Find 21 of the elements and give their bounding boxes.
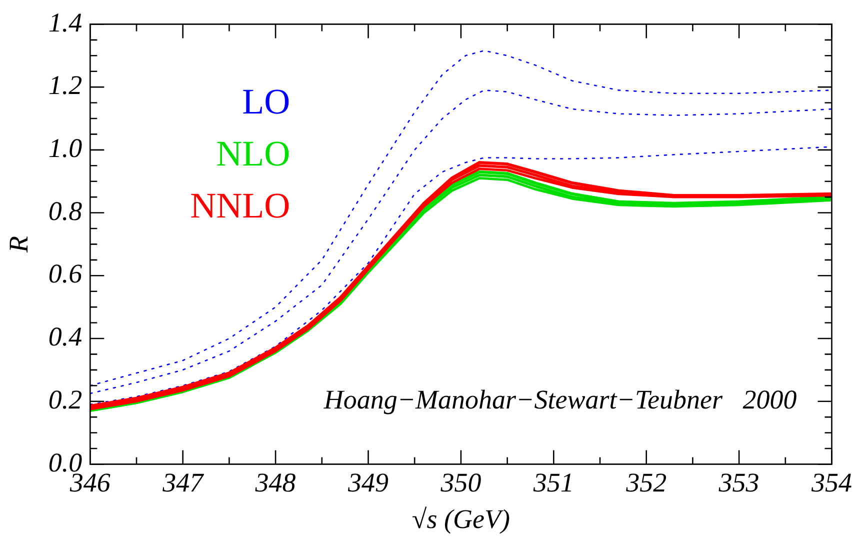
y-tick-label: 1.4	[48, 7, 82, 38]
x-tick-label: 352	[625, 467, 667, 498]
y-tick-label: 0.2	[48, 384, 82, 414]
text: NLO	[216, 134, 290, 174]
x-axis-title: √s (GeV)	[412, 504, 510, 534]
x-tick-label: 353	[718, 467, 760, 498]
x-tick-label: 347	[162, 467, 205, 498]
y-axis-title: R	[3, 235, 34, 254]
x-tick-label: 350	[440, 467, 482, 498]
y-tick-label: 1.0	[48, 133, 83, 164]
y-tick-label: 0.8	[48, 196, 83, 226]
text: LO	[242, 82, 290, 122]
x-tick-label: 351	[532, 467, 574, 498]
x-tick-label: 348	[254, 467, 296, 498]
annotation: Hoang−Manohar−Stewart−Teubner 2000	[322, 384, 798, 414]
x-tick-label: 349	[347, 467, 389, 498]
y-tick-label: 0.4	[48, 322, 82, 352]
text: NNLO	[190, 186, 290, 226]
y-tick-label: 0.6	[48, 258, 83, 289]
x-tick-label: 354	[810, 467, 852, 498]
y-tick-label: 1.2	[48, 70, 82, 100]
